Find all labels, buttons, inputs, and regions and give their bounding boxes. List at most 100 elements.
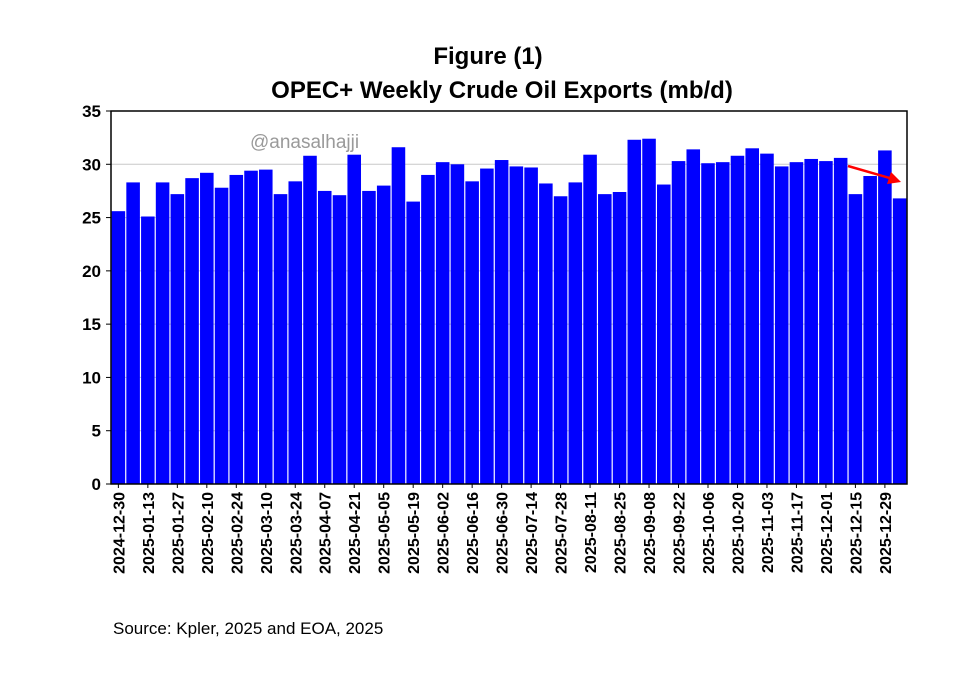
bar xyxy=(465,181,479,484)
bar xyxy=(421,174,435,484)
bar xyxy=(524,167,538,485)
x-tick-label: 2025-12-15 xyxy=(848,492,865,574)
bar xyxy=(671,161,686,485)
bar xyxy=(494,160,509,484)
x-tick-label: 2025-08-11 xyxy=(583,492,600,573)
bar xyxy=(878,150,892,484)
x-tick-label: 2025-01-13 xyxy=(141,492,158,574)
bar xyxy=(598,194,612,484)
bar xyxy=(730,155,745,484)
bar xyxy=(833,157,848,485)
watermark: @anasalhajji xyxy=(250,132,360,153)
source-note: Source: Kpler, 2025 and EOA, 2025 xyxy=(113,619,384,638)
bar xyxy=(376,185,391,484)
bar xyxy=(391,147,406,484)
bar xyxy=(244,170,258,484)
x-tick-label: 2025-04-21 xyxy=(347,492,364,574)
figure-label: Figure (1) xyxy=(433,43,543,70)
x-tick-label: 2025-10-06 xyxy=(701,492,718,574)
x-tick-label: 2025-02-24 xyxy=(229,492,246,574)
x-tick-label: 2025-09-08 xyxy=(642,492,659,574)
bar xyxy=(347,154,362,485)
bar xyxy=(568,182,583,484)
x-tick-label: 2025-09-22 xyxy=(672,492,689,574)
bar xyxy=(642,138,656,485)
bar xyxy=(214,187,229,484)
chart-title: OPEC+ Weekly Crude Oil Exports (mb/d) xyxy=(271,77,733,104)
x-tick-label: 2025-04-07 xyxy=(318,492,335,574)
bar xyxy=(892,198,907,485)
bar xyxy=(185,178,199,484)
x-tick-label: 2025-06-30 xyxy=(495,492,512,574)
bar xyxy=(435,162,450,484)
bar xyxy=(686,149,701,484)
y-tick-label: 15 xyxy=(82,315,101,334)
y-tick-label: 10 xyxy=(82,368,101,387)
x-tick-label: 2025-07-28 xyxy=(554,492,571,574)
plot-frame xyxy=(110,110,908,485)
bar xyxy=(819,161,833,485)
bar xyxy=(111,211,126,485)
bar xyxy=(774,166,789,484)
bar xyxy=(760,153,774,484)
bar xyxy=(612,191,627,484)
bar xyxy=(126,182,140,484)
x-tick-label: 2025-05-05 xyxy=(377,492,394,574)
x-tick-label: 2025-12-29 xyxy=(878,492,895,574)
trend-arrow xyxy=(847,164,901,184)
bar xyxy=(701,163,715,484)
bar xyxy=(863,176,877,484)
y-tick-label: 30 xyxy=(82,155,101,174)
x-tick-label: 2025-03-10 xyxy=(259,492,276,574)
bar xyxy=(745,148,760,485)
y-axis-ticks: 0 5 10 15 20 25 30 35 xyxy=(82,102,111,494)
bar xyxy=(273,194,288,484)
bar xyxy=(715,162,730,484)
bar xyxy=(288,181,303,484)
x-axis-ticks: 2024-12-30 2025-01-13 2025-01-27 2025-02-10… xyxy=(111,484,895,574)
x-tick-label: 2025-11-17 xyxy=(789,492,806,573)
bar xyxy=(789,162,804,484)
y-tick-label: 35 xyxy=(82,102,101,121)
bar xyxy=(848,194,863,484)
bar xyxy=(509,166,524,484)
bar xyxy=(200,172,214,484)
y-tick-label: 25 xyxy=(82,209,101,228)
x-tick-label: 2025-02-10 xyxy=(200,492,217,574)
y-tick-label: 20 xyxy=(82,262,101,281)
x-tick-label: 2025-07-14 xyxy=(524,492,541,574)
bar xyxy=(553,196,568,484)
bar xyxy=(406,201,420,485)
bar xyxy=(258,169,273,484)
x-tick-label: 2025-11-03 xyxy=(760,492,777,573)
x-tick-label: 2025-06-02 xyxy=(436,492,453,574)
x-tick-label: 2025-01-27 xyxy=(170,492,187,574)
bar xyxy=(155,182,170,484)
bar xyxy=(317,190,332,484)
bar xyxy=(480,168,494,484)
bar xyxy=(583,154,597,485)
bar xyxy=(141,216,155,484)
bar xyxy=(450,164,465,485)
x-tick-label: 2025-06-16 xyxy=(465,492,482,574)
trend-arrow-head xyxy=(887,172,901,184)
x-tick-label: 2025-08-25 xyxy=(613,492,630,574)
bar xyxy=(804,158,818,484)
y-tick-label: 5 xyxy=(92,422,101,441)
bar xyxy=(332,195,347,485)
bar xyxy=(656,184,671,484)
x-tick-label: 2025-12-01 xyxy=(819,492,836,574)
bar xyxy=(539,183,553,484)
bar xyxy=(627,139,642,484)
x-tick-label: 2025-03-24 xyxy=(288,492,305,574)
trend-arrow-shaft xyxy=(847,164,894,181)
bar xyxy=(229,174,244,484)
bar xyxy=(170,194,185,484)
x-tick-label: 2025-10-20 xyxy=(730,492,747,574)
x-tick-label: 2024-12-30 xyxy=(111,492,128,574)
bar xyxy=(362,190,376,484)
gridlines xyxy=(111,163,907,432)
bars xyxy=(111,138,907,485)
bar xyxy=(303,155,317,484)
